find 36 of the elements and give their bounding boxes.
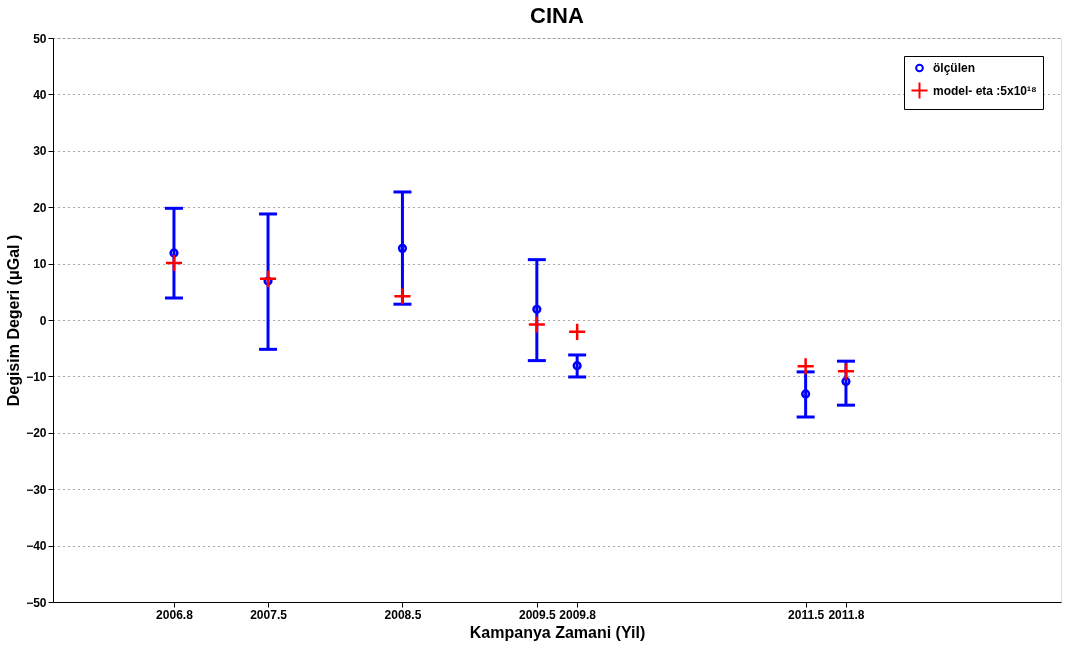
x-tick-label: 2011.5 (788, 607, 825, 622)
y-tick-label: 40 (33, 87, 47, 102)
legend-label: ölçülen (933, 61, 976, 75)
x-tick-label: 2008.5 (384, 607, 422, 622)
y-tick-label: 50 (33, 31, 47, 46)
x-axis-title: Kampanya Zamani (Yil) (469, 623, 646, 641)
point (527, 315, 547, 334)
point (169, 248, 179, 258)
y-tick-label: 30 (33, 144, 47, 159)
point (397, 243, 408, 253)
point (258, 269, 278, 289)
y-tick-label: −10 (26, 369, 47, 384)
point (572, 361, 582, 371)
y-tick-label: −50 (26, 595, 47, 610)
legend-label: model- eta :5x10¹⁸ (933, 83, 1037, 98)
point (393, 287, 412, 306)
x-tick-label: 2009.8 (559, 607, 597, 622)
x-tick-label: 2009.5 (518, 607, 557, 622)
point (836, 362, 856, 381)
x-tick-label: 2007.5 (250, 607, 288, 622)
x-tick-label: 2011.8 (828, 607, 865, 622)
point (801, 389, 811, 399)
point (567, 322, 587, 342)
y-tick-label: 10 (33, 257, 47, 272)
point (796, 356, 815, 376)
x-tick-label: 2006.8 (156, 607, 194, 622)
y-tick-label: −20 (26, 426, 47, 441)
y-axis-title: Degisim Degeri (μGal ) (5, 234, 23, 407)
point (841, 376, 851, 387)
chart-title: CINA (530, 3, 584, 28)
y-tick-label: −40 (26, 539, 47, 554)
point (532, 304, 542, 314)
y-tick-label: −30 (26, 482, 47, 497)
y-tick-label: 0 (39, 313, 47, 328)
y-tick-label: 20 (33, 200, 47, 215)
point (164, 253, 184, 273)
